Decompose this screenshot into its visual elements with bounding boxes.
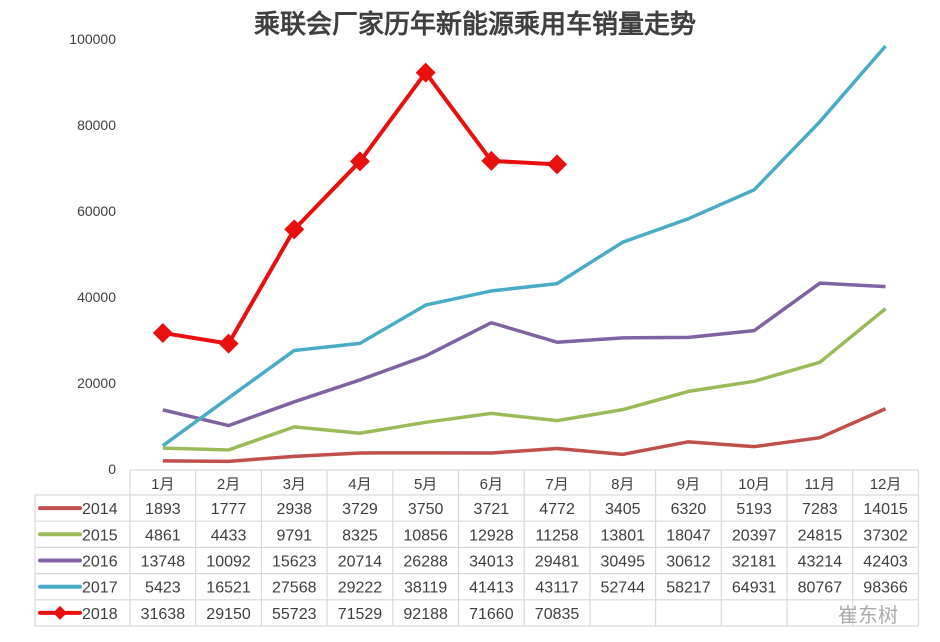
table-cell: 37302: [863, 527, 908, 544]
x-tick-label: 7月: [545, 476, 568, 493]
table-cell: 26288: [403, 554, 448, 571]
table-cell: 11258: [535, 527, 578, 544]
legend-label: 2017: [82, 580, 118, 597]
series-line-2016: [162, 281, 886, 428]
data-point-2018: [218, 333, 239, 354]
table-cell: 18047: [666, 527, 711, 544]
table-cell: 4861: [145, 527, 181, 544]
legend-label: 2018: [82, 606, 118, 623]
data-point-2018: [481, 150, 502, 171]
table-cell: 58217: [666, 580, 711, 597]
series-line-2014: [162, 407, 887, 464]
table-cell: 41413: [469, 580, 514, 597]
legend-label: 2014: [82, 501, 118, 518]
x-tick-label: 3月: [283, 476, 306, 493]
y-tick-label: 100000: [69, 31, 116, 47]
table-cell: 3405: [605, 501, 641, 518]
legend-marker-2018: [53, 605, 67, 620]
table-cell: 5423: [145, 580, 181, 597]
table-cell: 7283: [802, 501, 838, 518]
chart-title: 乘联会厂家历年新能源乘用车销量走势: [253, 9, 696, 39]
y-tick-label: 40000: [77, 289, 116, 305]
x-tick-label: 2月: [217, 476, 240, 493]
x-tick-label: 6月: [480, 476, 503, 493]
table-cell: 80767: [798, 580, 843, 597]
y-tick-label: 80000: [77, 117, 116, 133]
table-cell: 29222: [338, 580, 383, 597]
y-tick-label: 20000: [77, 375, 116, 391]
table-cell: 1777: [211, 501, 247, 518]
table-cell: 1893: [145, 501, 181, 518]
table-cell: 42403: [863, 554, 908, 571]
table-cell: 20397: [732, 527, 777, 544]
table-cell: 70835: [535, 606, 580, 623]
y-tick-label: 60000: [77, 203, 116, 219]
table-cell: 34013: [469, 554, 514, 571]
table-cell: 29481: [535, 554, 580, 571]
table-cell: 24815: [798, 527, 843, 544]
table-cell: 43117: [535, 580, 578, 597]
table-cell: 9791: [276, 527, 312, 544]
series-line-2018: [162, 70, 558, 346]
table-cell: 14015: [863, 501, 908, 518]
legend-label: 2016: [82, 554, 118, 571]
data-point-2018: [547, 154, 568, 175]
series-line-2017: [161, 44, 887, 448]
table-cell: 4433: [211, 527, 247, 544]
x-tick-label: 5月: [414, 476, 437, 493]
x-tick-label: 1月: [151, 476, 174, 493]
table-cell: 30495: [601, 554, 646, 571]
table-cell: 92188: [403, 606, 448, 623]
x-tick-label: 10月: [738, 476, 770, 493]
table-cell: 52744: [601, 580, 646, 597]
x-tick-label: 8月: [611, 476, 634, 493]
table-cell: 55723: [272, 606, 317, 623]
data-point-2018: [415, 62, 436, 83]
table-cell: 29150: [206, 606, 251, 623]
table-cell: 8325: [342, 527, 378, 544]
table-cell: 15623: [272, 554, 317, 571]
y-tick-label: 0: [108, 461, 116, 477]
table-cell: 5193: [736, 501, 772, 518]
table-cell: 3750: [408, 501, 444, 518]
table-cell: 16521: [206, 580, 251, 597]
table-cell: 38119: [404, 580, 447, 597]
table-cell: 31638: [141, 606, 186, 623]
table-cell: 13748: [141, 554, 186, 571]
table-cell: 27568: [272, 580, 317, 597]
table-cell: 6320: [671, 501, 707, 518]
data-point-2018: [152, 322, 173, 343]
data-point-2018: [349, 151, 370, 172]
table-cell: 71529: [338, 606, 383, 623]
table-cell: 20714: [338, 554, 383, 571]
table-cell: 64931: [732, 580, 777, 597]
legend-label: 2015: [82, 527, 118, 544]
x-tick-label: 4月: [348, 476, 371, 493]
table-cell: 13801: [601, 527, 646, 544]
table-cell: 4772: [539, 501, 575, 518]
table-cell: 10092: [206, 554, 251, 571]
table-cell: 32181: [732, 554, 777, 571]
table-cell: 3729: [342, 501, 378, 518]
table-cell: 30612: [666, 554, 711, 571]
x-tick-label: 12月: [870, 476, 902, 493]
watermark: 崔东树: [838, 604, 898, 627]
data-point-2018: [284, 219, 305, 240]
table-cell: 2938: [276, 501, 312, 518]
table-cell: 3721: [474, 501, 510, 518]
table-cell: 98366: [863, 580, 908, 597]
table-cell: 12928: [469, 527, 514, 544]
series-line-2015: [162, 307, 887, 452]
table-cell: 10856: [403, 527, 448, 544]
table-cell: 43214: [798, 554, 843, 571]
x-tick-label: 9月: [677, 476, 700, 493]
x-tick-label: 11月: [805, 476, 836, 493]
table-cell: 71660: [469, 606, 514, 623]
